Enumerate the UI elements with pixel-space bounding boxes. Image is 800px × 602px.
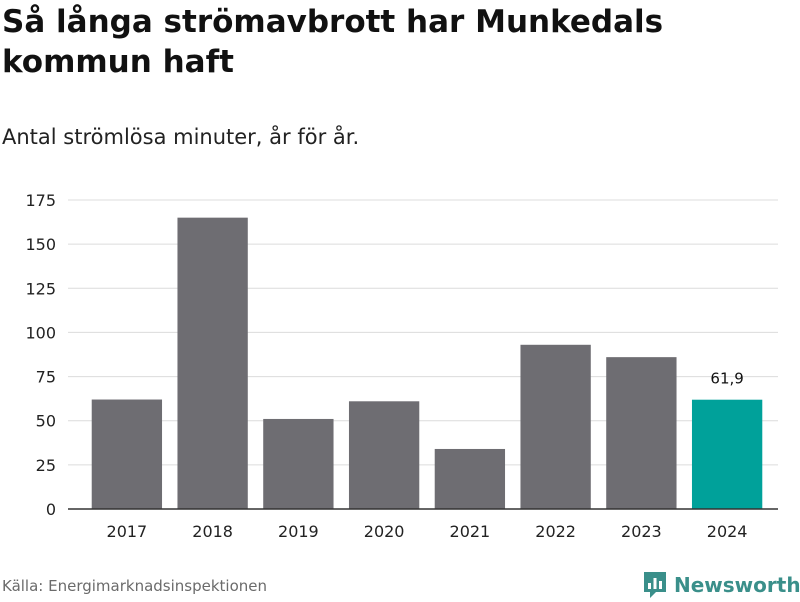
y-tick-label-125: 125 — [25, 279, 56, 298]
bar-2018 — [177, 217, 248, 509]
bar-2021 — [434, 448, 506, 509]
source-note: Källa: Energimarknadsinspektionen — [2, 577, 268, 595]
bar-2022 — [520, 344, 591, 509]
x-tick-label-2021: 2021 — [450, 522, 491, 541]
y-tick-label-0: 0 — [46, 500, 56, 519]
bar-2019 — [263, 418, 334, 509]
bar-2020 — [348, 401, 420, 509]
brand-name: Newsworthy — [674, 573, 800, 597]
bar-2024 — [691, 399, 763, 509]
bar-2023 — [606, 357, 677, 509]
x-tick-label-2019: 2019 — [278, 522, 319, 541]
data-label-2024: 61,9 — [710, 370, 743, 388]
x-tick-label-2023: 2023 — [621, 522, 662, 541]
bar-2017 — [91, 399, 163, 509]
chart-subtitle: Antal strömlösa minuter, år för år. — [2, 125, 360, 149]
x-tick-label-2017: 2017 — [107, 522, 148, 541]
y-tick-label-25: 25 — [36, 456, 56, 475]
brand-logo: Newsworthy — [642, 568, 800, 602]
x-tick-label-2018: 2018 — [192, 522, 233, 541]
newsworthy-logo-icon — [644, 572, 666, 598]
bar-chart: 0 25 50 75 100 125 150 175 2017 2018 2019 2020 2021 2… — [25, 191, 778, 541]
y-tick-label-50: 50 — [36, 412, 56, 431]
y-tick-label-75: 75 — [36, 368, 56, 387]
y-tick-label-150: 150 — [25, 235, 56, 254]
x-tick-label-2022: 2022 — [535, 522, 576, 541]
chart-title: Så långa strömavbrott har Munkedals komm… — [2, 4, 664, 80]
x-tick-label-2020: 2020 — [364, 522, 405, 541]
y-tick-label-100: 100 — [25, 323, 56, 342]
y-tick-label-175: 175 — [25, 191, 56, 210]
x-tick-label-2024: 2024 — [707, 522, 748, 541]
